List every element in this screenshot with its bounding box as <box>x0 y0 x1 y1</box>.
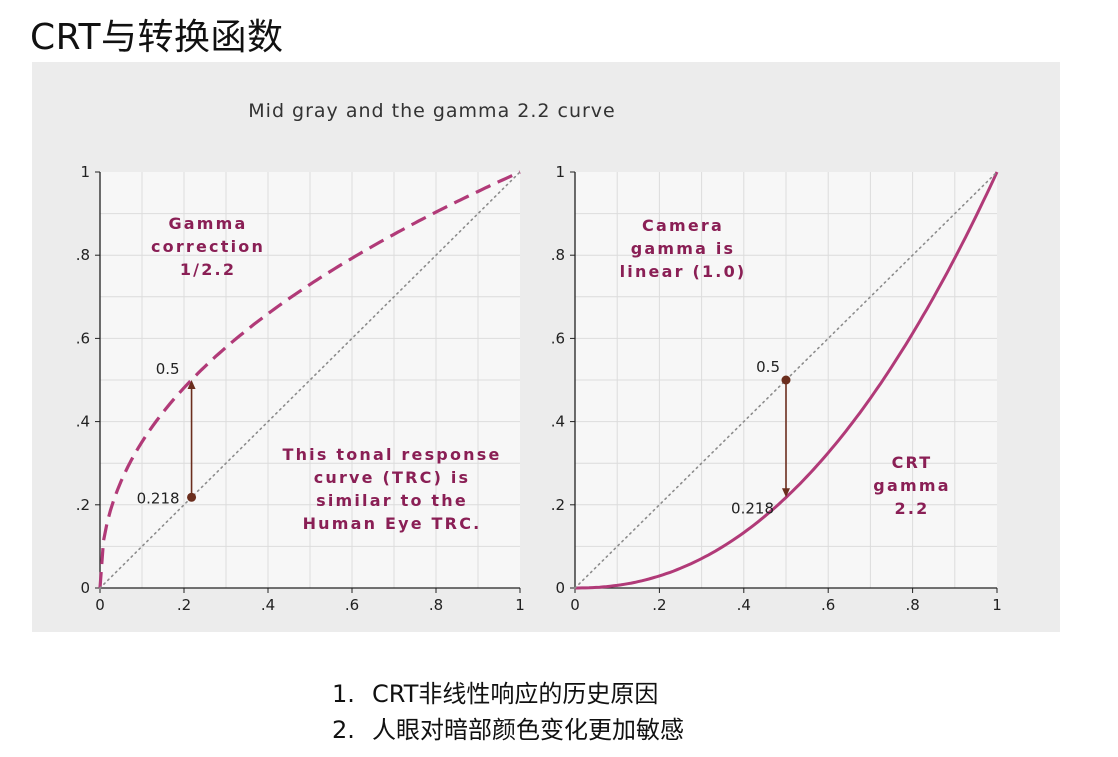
y-tick-label: .8 <box>551 246 565 264</box>
annotation-line: This tonal response <box>282 445 501 464</box>
y-tick-label: 0 <box>80 579 90 597</box>
x-tick-label: 1 <box>515 596 525 614</box>
marker-label-to: 0.5 <box>156 360 180 378</box>
x-tick-label: 1 <box>992 596 1002 614</box>
gamma-correction-curve <box>98 170 521 589</box>
y-tick-label: .2 <box>551 496 565 514</box>
annotation-line: CRT <box>892 453 933 472</box>
y-tick-label: 1 <box>80 163 90 181</box>
x-tick-label: 0 <box>95 596 105 614</box>
y-tick-label: .6 <box>76 329 90 347</box>
annotation-line: correction <box>151 237 265 256</box>
x-tick-label: .8 <box>905 596 919 614</box>
marker-dot <box>187 492 197 502</box>
annotation-line: gamma <box>873 476 950 495</box>
note-text: 人眼对暗部颜色变化更加敏感 <box>372 716 684 744</box>
slide-title: CRT与转换函数 <box>30 17 284 58</box>
marker-label-to: 0.218 <box>731 499 774 517</box>
annotation-line: gamma is <box>631 239 736 258</box>
note-item: 1. CRT非线性响应的历史原因 <box>332 676 684 712</box>
marker-dot <box>781 375 791 385</box>
gamma-charts: Mid gray and the gamma 2.2 curve 0 .2 .4 .6… <box>76 100 1002 614</box>
notes-list: 1. CRT非线性响应的历史原因 2. 人眼对暗部颜色变化更加敏感 <box>332 676 684 748</box>
y-tick-label: 0 <box>555 579 565 597</box>
x-tick-label: .4 <box>261 596 275 614</box>
annotation-line: Human Eye TRC. <box>303 514 482 533</box>
y-tick-label: .6 <box>551 329 565 347</box>
gamma-figure: Mid gray and the gamma 2.2 curve 0 .2 .4 .6… <box>32 62 1060 632</box>
annotation-line: similar to the <box>316 491 468 510</box>
annotation-line: Camera <box>642 216 724 235</box>
annotation-line: 1/2.2 <box>180 260 236 279</box>
note-number: 2. <box>332 716 355 744</box>
x-tick-label: .2 <box>652 596 666 614</box>
x-tick-label: .8 <box>429 596 443 614</box>
marker-arrow-head <box>782 488 790 498</box>
y-tick-label: .2 <box>76 496 90 514</box>
y-tick-label: .8 <box>76 246 90 264</box>
diagonal-reference-line <box>99 171 521 589</box>
annotation-line: Gamma <box>168 214 247 233</box>
crt-gamma-curve <box>575 171 999 590</box>
note-text: CRT非线性响应的历史原因 <box>372 680 659 708</box>
annotation-line: linear (1.0) <box>620 262 747 281</box>
marker-arrow-head <box>187 380 196 389</box>
y-tick-label: 1 <box>555 163 565 181</box>
x-tick-label: .4 <box>737 596 751 614</box>
y-tick-label: .4 <box>551 413 565 431</box>
note-item: 2. 人眼对暗部颜色变化更加敏感 <box>332 712 684 748</box>
x-tick-label: .6 <box>821 596 835 614</box>
annotation-line: 2.2 <box>895 499 930 518</box>
note-number: 1. <box>332 680 355 708</box>
chart-title: Mid gray and the gamma 2.2 curve <box>248 100 615 122</box>
marker-label-from: 0.5 <box>756 358 780 376</box>
marker-label-from: 0.218 <box>137 489 180 507</box>
x-tick-label: 0 <box>570 596 580 614</box>
x-tick-label: .6 <box>345 596 359 614</box>
annotation-line: curve (TRC) is <box>314 468 471 487</box>
x-tick-label: .2 <box>177 596 191 614</box>
y-tick-label: .4 <box>76 413 90 431</box>
